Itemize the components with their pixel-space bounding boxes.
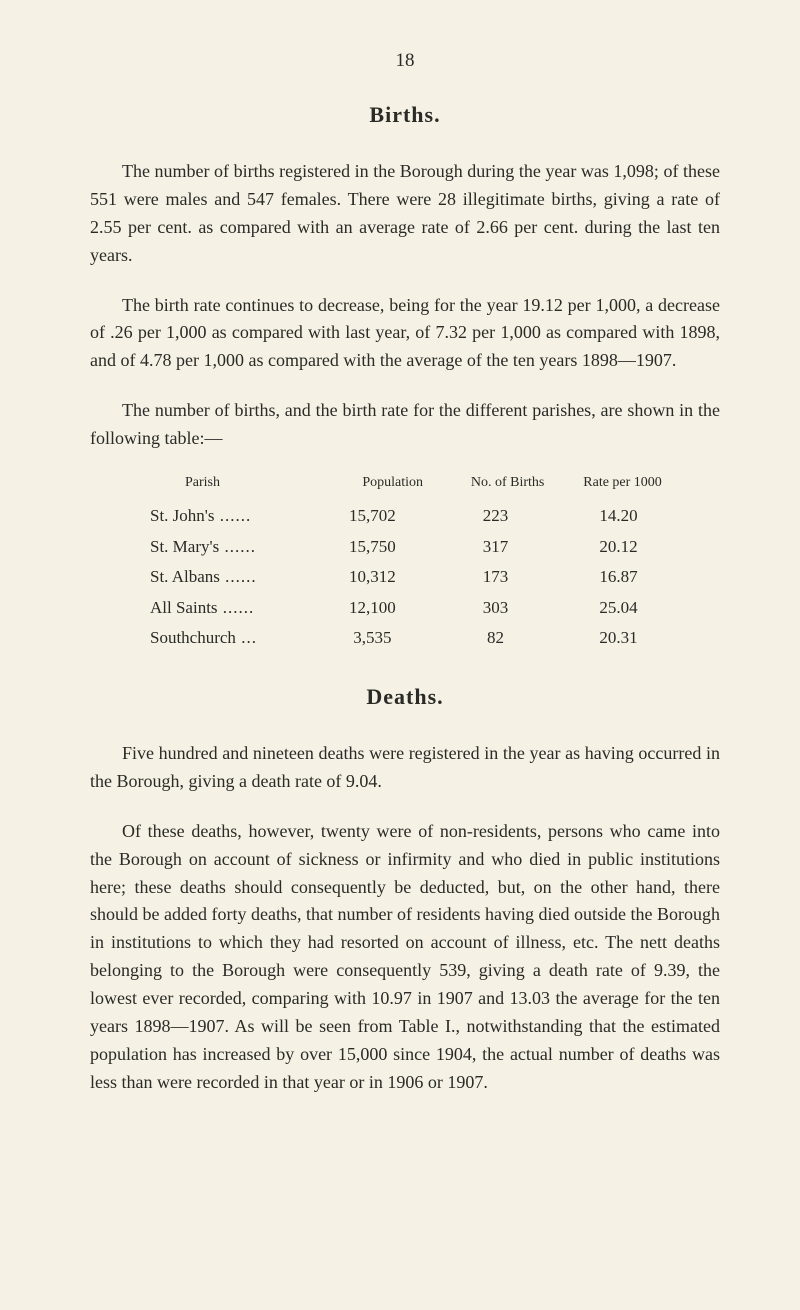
header-rate: Rate per 1000 <box>565 475 680 491</box>
births-cell: 317 <box>434 532 557 563</box>
rate-cell: 14.20 <box>557 501 680 532</box>
births-cell: 223 <box>434 501 557 532</box>
parish-cell: St. Mary's ...... <box>150 532 311 563</box>
parish-cell: Southchurch ... <box>150 623 311 654</box>
dots: ...... <box>219 537 256 556</box>
deaths-paragraph-1: Five hundred and nineteen deaths were re… <box>90 740 720 796</box>
dots: ...... <box>218 598 255 617</box>
births-paragraph-3: The number of births, and the birth rate… <box>90 397 720 453</box>
header-population: Population <box>335 475 450 491</box>
population-cell: 15,750 <box>311 532 434 563</box>
population-cell: 3,535 <box>311 623 434 654</box>
parish-name: All Saints <box>150 598 218 617</box>
table-row: St. John's ...... 15,702 223 14.20 <box>150 501 680 532</box>
parish-name: St. Mary's <box>150 537 219 556</box>
parish-cell: St. Albans ...... <box>150 562 311 593</box>
population-cell: 10,312 <box>311 562 434 593</box>
rate-cell: 20.12 <box>557 532 680 563</box>
header-parish: Parish <box>150 475 335 491</box>
dots: ...... <box>220 567 257 586</box>
parish-name: Southchurch <box>150 628 236 647</box>
parish-name: St. Albans <box>150 567 220 586</box>
births-paragraph-1: The number of births registered in the B… <box>90 158 720 270</box>
dots: ... <box>236 628 257 647</box>
parish-cell: All Saints ...... <box>150 593 311 624</box>
births-paragraph-2: The birth rate continues to decrease, be… <box>90 292 720 376</box>
rate-cell: 20.31 <box>557 623 680 654</box>
population-cell: 15,702 <box>311 501 434 532</box>
population-cell: 12,100 <box>311 593 434 624</box>
births-cell: 173 <box>434 562 557 593</box>
births-table: Parish Population No. of Births Rate per… <box>150 475 680 654</box>
header-births: No. of Births <box>450 475 565 491</box>
page-number: 18 <box>90 50 720 72</box>
table-row: Southchurch ... 3,535 82 20.31 <box>150 623 680 654</box>
deaths-paragraph-2: Of these deaths, however, twenty were of… <box>90 818 720 1097</box>
parish-name: St. John's <box>150 506 214 525</box>
rate-cell: 25.04 <box>557 593 680 624</box>
table-header-row: Parish Population No. of Births Rate per… <box>150 475 680 491</box>
births-cell: 303 <box>434 593 557 624</box>
deaths-heading: Deaths. <box>90 684 720 710</box>
table-row: St. Albans ...... 10,312 173 16.87 <box>150 562 680 593</box>
rate-cell: 16.87 <box>557 562 680 593</box>
parish-cell: St. John's ...... <box>150 501 311 532</box>
table-row: All Saints ...... 12,100 303 25.04 <box>150 593 680 624</box>
dots: ...... <box>214 506 251 525</box>
births-cell: 82 <box>434 623 557 654</box>
births-heading: Births. <box>90 102 720 128</box>
table-row: St. Mary's ...... 15,750 317 20.12 <box>150 532 680 563</box>
